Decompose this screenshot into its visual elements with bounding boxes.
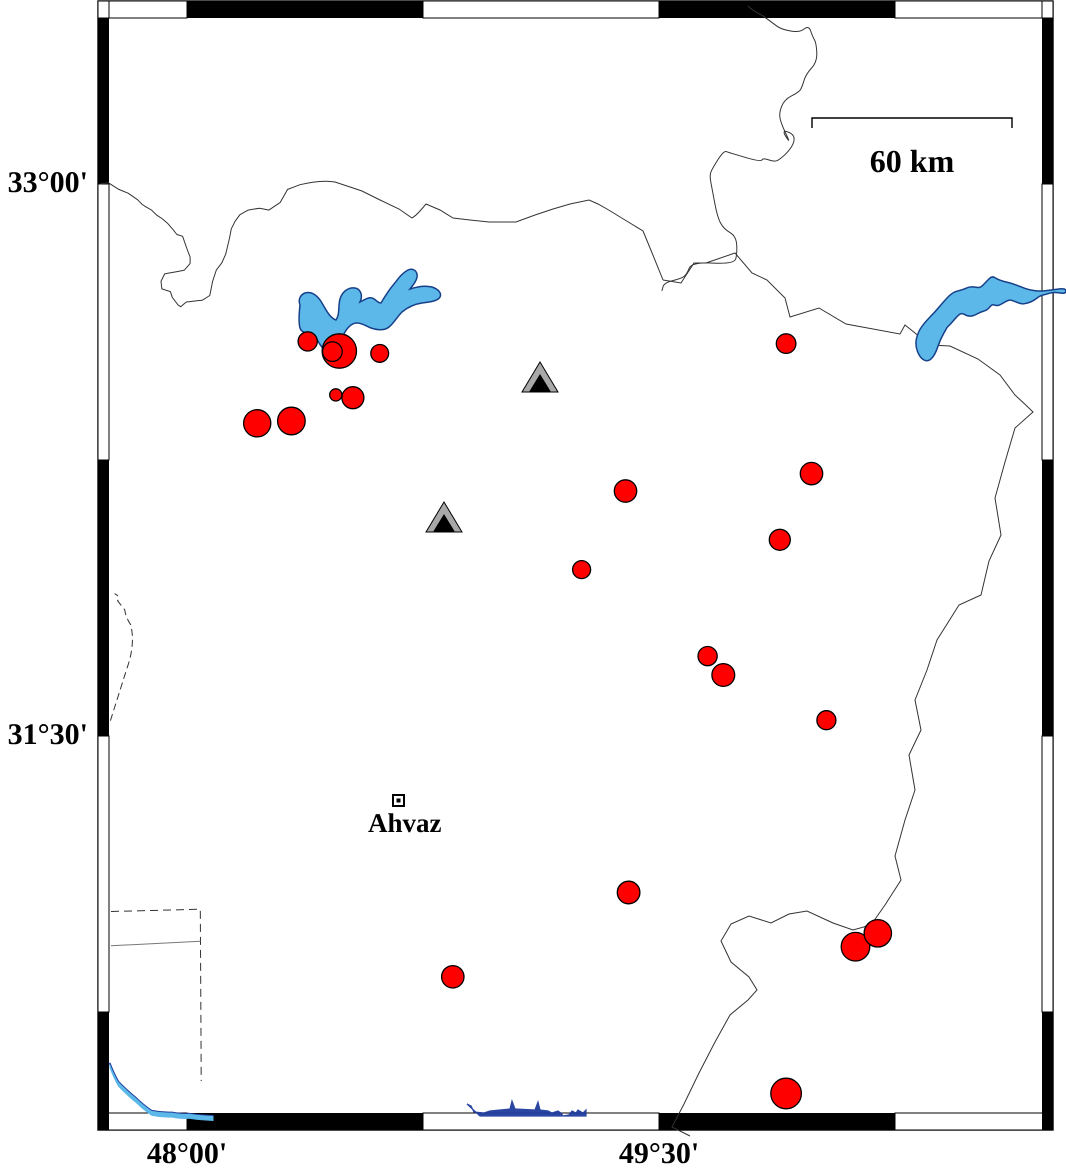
svg-text:49°30': 49°30'	[619, 1137, 699, 1168]
svg-text:33°00': 33°00'	[8, 166, 88, 199]
svg-text:60 km: 60 km	[870, 143, 955, 179]
svg-text:Ahvaz: Ahvaz	[368, 808, 442, 838]
svg-text:48°00': 48°00'	[147, 1137, 227, 1168]
svg-text:31°30': 31°30'	[8, 718, 88, 751]
